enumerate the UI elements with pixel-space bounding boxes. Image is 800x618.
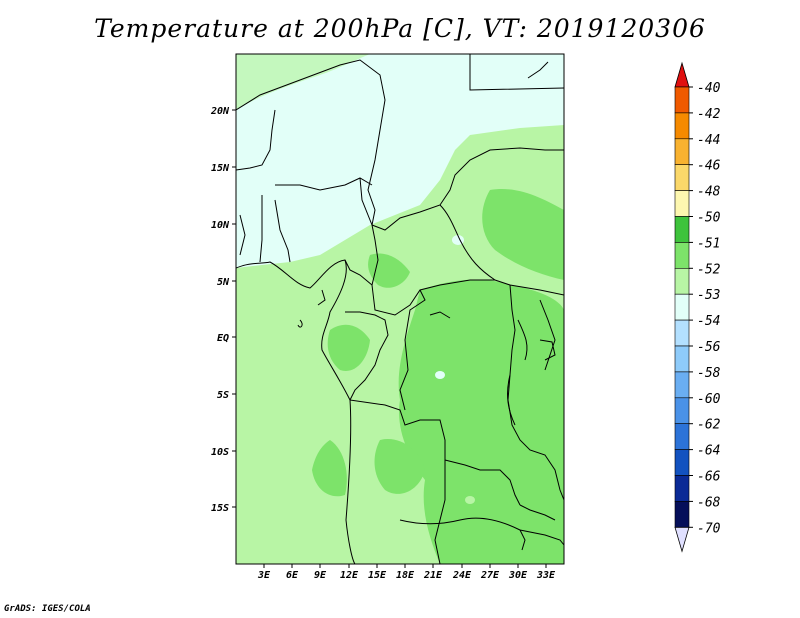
- colorbar-label: -51: [697, 236, 720, 251]
- shade-region-53-central2: [368, 253, 410, 288]
- lon-label-33e: 33E: [536, 570, 556, 581]
- lat-label-10n: 10N: [211, 220, 230, 231]
- lat-label-15s: 15S: [211, 503, 229, 514]
- shade-region-53-east: [398, 279, 564, 564]
- colorbar-label: -42: [697, 107, 721, 122]
- colorbar: -40 -42 -44 -46 -48 -50 -51 -52 -53 -54 -56 -58 -60 -…: [674, 61, 721, 553]
- colorbar-label: -70: [697, 521, 721, 536]
- colorbar-swatch: [674, 216, 690, 243]
- lon-label-18e: 18E: [396, 570, 415, 581]
- colorbar-swatch: [674, 371, 690, 399]
- colorbar-label: -50: [697, 211, 721, 226]
- country-borders: [236, 54, 564, 564]
- lon-label-15e: 15E: [368, 570, 387, 581]
- lat-label-15n: 15N: [211, 163, 230, 174]
- colorbar-label: -64: [697, 444, 720, 459]
- colorbar-label: -44: [697, 133, 720, 148]
- colorbar-label: -54: [697, 314, 720, 329]
- lon-label-12e: 12E: [340, 570, 359, 581]
- colorbar-label: -62: [697, 418, 721, 433]
- lon-label-21e: 21E: [423, 570, 443, 581]
- chart-title: Temperature at 200hPa [C], VT: 201912030…: [94, 14, 706, 43]
- colorbar-label: -46: [697, 159, 721, 174]
- map-frame: [235, 53, 565, 565]
- shade-region-54-north: [236, 54, 564, 268]
- colorbar-label: -68: [697, 495, 721, 510]
- colorbar-swatch: [674, 345, 690, 373]
- lon-label-30e: 30E: [508, 570, 528, 581]
- colorbar-label: -53: [697, 288, 720, 303]
- colorbar-swatch: [674, 267, 690, 295]
- colorbar-swatch: [674, 190, 690, 217]
- lat-label-5s: 5S: [217, 390, 229, 401]
- colorbar-swatch: [674, 423, 690, 450]
- lat-label-5n: 5N: [217, 277, 230, 288]
- lat-label-20n: 20N: [210, 106, 230, 117]
- lat-label-eq: EQ: [217, 333, 229, 344]
- grads-credit: GrADS: IGES/COLA: [4, 604, 91, 614]
- shade-region-53-south: [312, 440, 347, 497]
- colorbar-swatch: [674, 138, 690, 166]
- colorbar-label: -56: [697, 340, 721, 355]
- colorbar-swatch: [674, 112, 690, 140]
- colorbar-swatch: [674, 449, 690, 476]
- lon-label-27e: 27E: [480, 570, 500, 581]
- lon-label-6e: 6E: [286, 570, 299, 581]
- lon-label-24e: 24E: [452, 570, 472, 581]
- lon-labels: 3E 6E 9E 12E 15E 18E 21E 24E 27E 30E 33E: [257, 570, 556, 581]
- colorbar-swatch: [674, 475, 690, 502]
- colorbar-label: -40: [697, 81, 721, 96]
- colorbar-label: -60: [697, 392, 721, 407]
- shade-region-53-central: [327, 324, 370, 371]
- lat-ticks: [232, 109, 236, 508]
- colorbar-bottom-arrow: [674, 526, 690, 553]
- lon-label-3e: 3E: [257, 570, 271, 581]
- colorbar-swatch: [674, 164, 690, 191]
- map-shading: [236, 54, 564, 564]
- colorbar-swatch: [674, 86, 690, 114]
- lon-ticks: [263, 564, 547, 568]
- lat-label-10s: 10S: [211, 447, 229, 458]
- colorbar-swatch: [674, 293, 690, 321]
- colorbar-label: -66: [697, 470, 721, 485]
- colorbar-swatch: [674, 501, 690, 528]
- colorbar-label: -58: [697, 366, 721, 381]
- colorbar-label: -48: [697, 185, 721, 200]
- colorbar-swatch: [674, 242, 690, 269]
- shade-region-53-mid: [374, 439, 425, 494]
- shade-band-nw: [236, 54, 370, 110]
- shade-region-53-east2: [482, 189, 564, 280]
- lon-label-9e: 9E: [314, 570, 327, 581]
- colorbar-swatch: [674, 319, 690, 347]
- colorbar-swatch: [674, 397, 690, 424]
- colorbar-top-arrow: [674, 61, 690, 88]
- lat-labels: 20N 15N 10N 5N EQ 5S 10S 15S: [210, 106, 230, 514]
- colorbar-label: -52: [697, 262, 721, 277]
